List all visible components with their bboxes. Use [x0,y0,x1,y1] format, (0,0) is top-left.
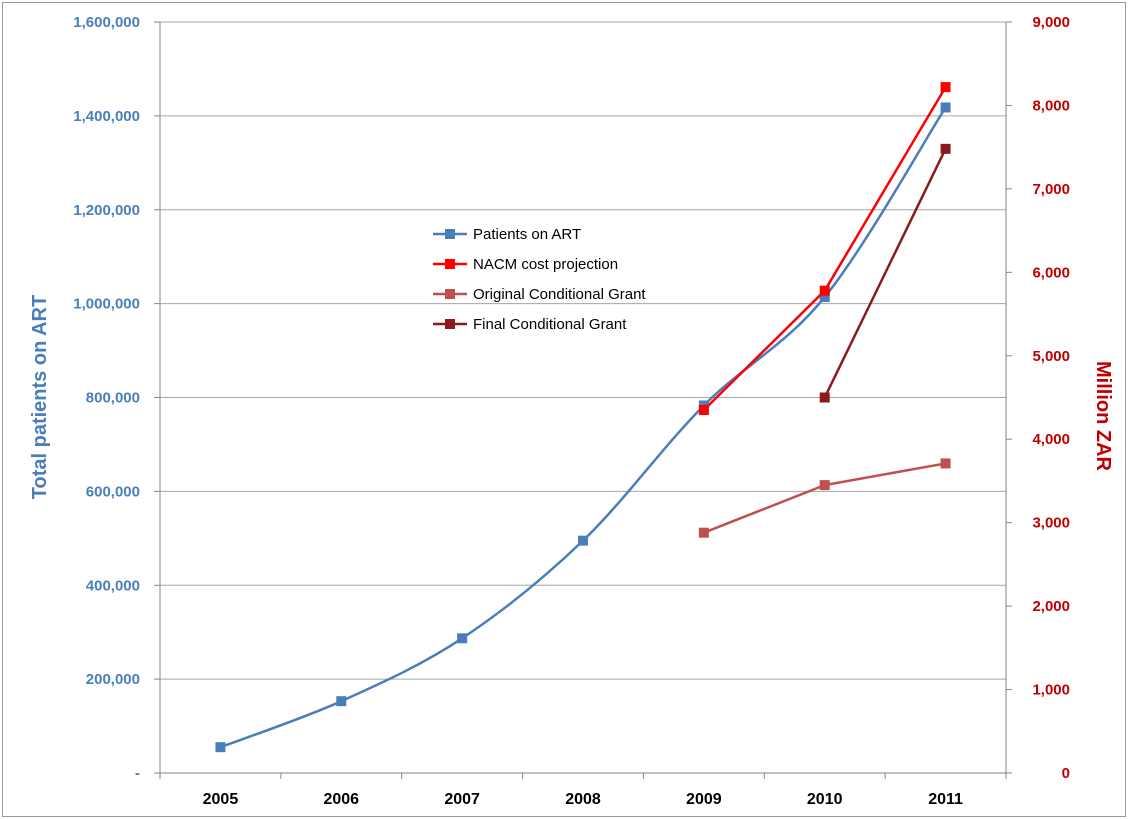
data-point-marker [215,742,226,753]
left-axis-ticks: - 200,000 400,000 600,000 800,000 1,000,000 1,… [73,14,140,782]
legend-swatch-marker [445,289,455,299]
legend-swatch-marker [445,319,455,329]
right-axis-ticks: 0 1,000 2,000 3,000 4,000 5,000 6,000 7,000 8,00… [1032,14,1070,782]
right-tick-label: 4,000 [1032,431,1070,448]
legend-item: Final Conditional Grant [433,316,627,333]
series-original-conditional-grant [698,458,951,538]
data-point-marker [940,143,951,154]
right-tick-label: 1,000 [1032,682,1070,699]
data-point-marker [819,285,830,296]
legend-label: Final Conditional Grant [473,316,627,333]
left-tick-label: 200,000 [86,671,140,688]
axes [154,21,1012,779]
legend: Patients on ART NACM cost projection Origi… [433,226,646,333]
data-point-marker [940,82,951,93]
legend-label: Original Conditional Grant [473,286,646,303]
left-tick-label: 1,200,000 [73,202,140,219]
series-final-conditional-grant [819,143,951,403]
data-point-marker [336,696,347,707]
gridlines [160,21,1006,680]
series-line [219,106,947,749]
right-tick-label: 3,000 [1032,515,1070,532]
series-nacm-cost-projection [698,82,951,416]
right-tick-label: 9,000 [1032,14,1070,31]
left-axis-label: Total patients on ART [29,295,51,499]
x-tick-label: 2005 [203,791,239,808]
legend-item: Original Conditional Grant [433,286,646,303]
x-axis-ticks: 2005 2006 2007 2008 2009 2010 2011 [203,791,963,808]
left-tick-label: 1,400,000 [73,108,140,125]
x-tick-label: 2010 [807,791,843,808]
right-tick-label: 7,000 [1032,181,1070,198]
right-tick-label: 6,000 [1032,264,1070,281]
left-tick-label: 1,000,000 [73,296,140,313]
left-tick-label: 800,000 [86,390,140,407]
x-tick-label: 2009 [686,791,722,808]
series-line [823,148,947,399]
series-line [703,462,946,534]
x-tick-label: 2007 [444,791,480,808]
legend-label: NACM cost projection [473,256,618,273]
data-point-marker [698,405,709,416]
right-axis-label: Million ZAR [1092,361,1114,472]
series-patients-on-art [215,102,951,753]
data-point-marker [940,458,951,469]
legend-item: NACM cost projection [433,256,618,273]
data-point-marker [698,527,709,538]
data-point-marker [578,535,588,546]
legend-swatch-marker [445,229,455,239]
right-tick-label: 8,000 [1032,97,1070,114]
right-tick-label: 2,000 [1032,598,1070,615]
legend-item: Patients on ART [433,226,581,243]
data-point-marker [819,480,830,491]
x-tick-label: 2006 [323,791,359,808]
x-tick-label: 2008 [565,791,601,808]
legend-label: Patients on ART [473,226,581,243]
x-tick-label: 2011 [928,791,963,808]
legend-swatch-marker [445,259,455,269]
left-tick-label: 400,000 [86,577,140,594]
right-tick-label: 0 [1062,765,1070,782]
data-point-marker [819,292,830,303]
left-tick-label: 1,600,000 [73,14,140,31]
data-point-marker [940,102,951,113]
data-point-marker [457,633,468,644]
left-tick-label: - [135,765,140,782]
series-line [702,86,947,411]
data-point-marker [819,392,830,403]
left-tick-label: 600,000 [86,483,140,500]
right-tick-label: 5,000 [1032,348,1070,365]
series-layer [215,82,951,753]
